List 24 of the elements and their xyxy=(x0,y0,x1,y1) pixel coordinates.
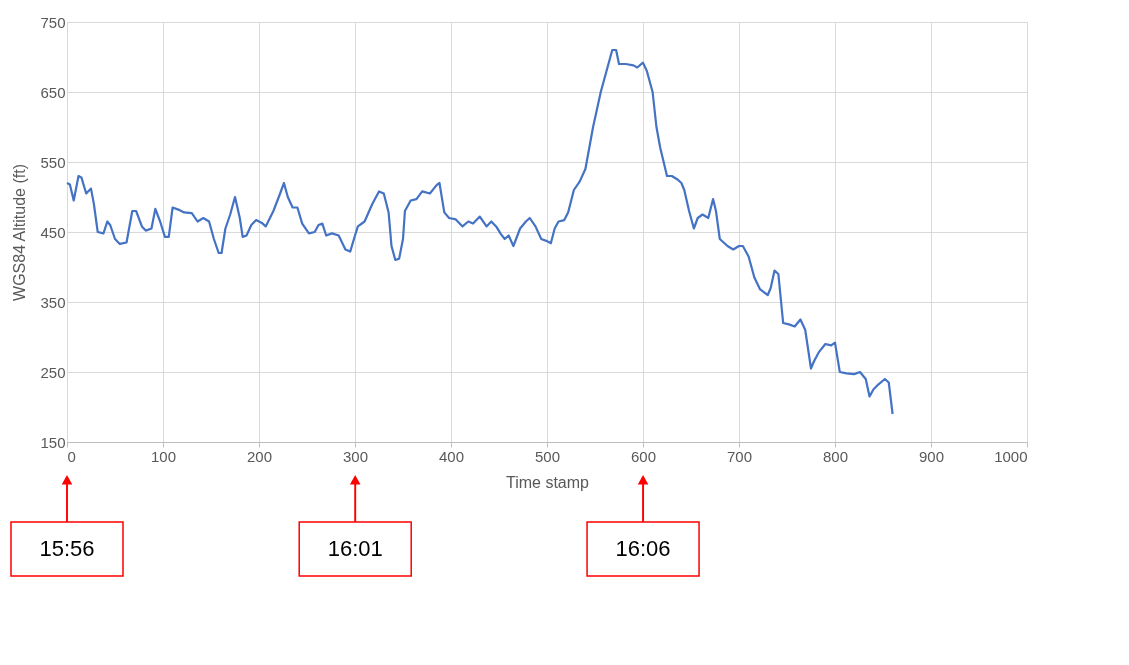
y-tick-label: 150 xyxy=(40,433,66,451)
x-tick-label: 200 xyxy=(246,447,273,465)
y-tick-label: 250 xyxy=(40,363,66,381)
line-series xyxy=(65,48,894,416)
x-tick-label: 300 xyxy=(342,447,369,465)
y-axis-title: WGS84 Altitude (ft) xyxy=(11,164,29,301)
x-tick-label: 700 xyxy=(726,447,753,465)
x-tick-label: 1000 xyxy=(994,447,1028,465)
x2-tick-label: 15:56 xyxy=(39,536,95,561)
x-tick-label: 600 xyxy=(630,447,657,465)
x-tick-label: 800 xyxy=(822,447,849,465)
x-axis-title: Time stamp xyxy=(506,473,590,491)
y-tick-label: 350 xyxy=(40,293,66,311)
y-tick-label: 550 xyxy=(40,153,66,171)
y-tick-label: 650 xyxy=(40,83,66,101)
x2-tick-label: 16:01 xyxy=(327,536,383,561)
x-tick-label: 500 xyxy=(534,447,561,465)
y-tick-label: 450 xyxy=(40,223,66,241)
x-tick-label: 100 xyxy=(150,447,177,465)
y-tick-label: 750 xyxy=(40,13,66,31)
x-tick-label: 0 xyxy=(67,447,76,465)
x-tick-label: 900 xyxy=(918,447,945,465)
x-tick-label: 400 xyxy=(438,447,465,465)
x2-tick-label: 16:06 xyxy=(615,536,671,561)
